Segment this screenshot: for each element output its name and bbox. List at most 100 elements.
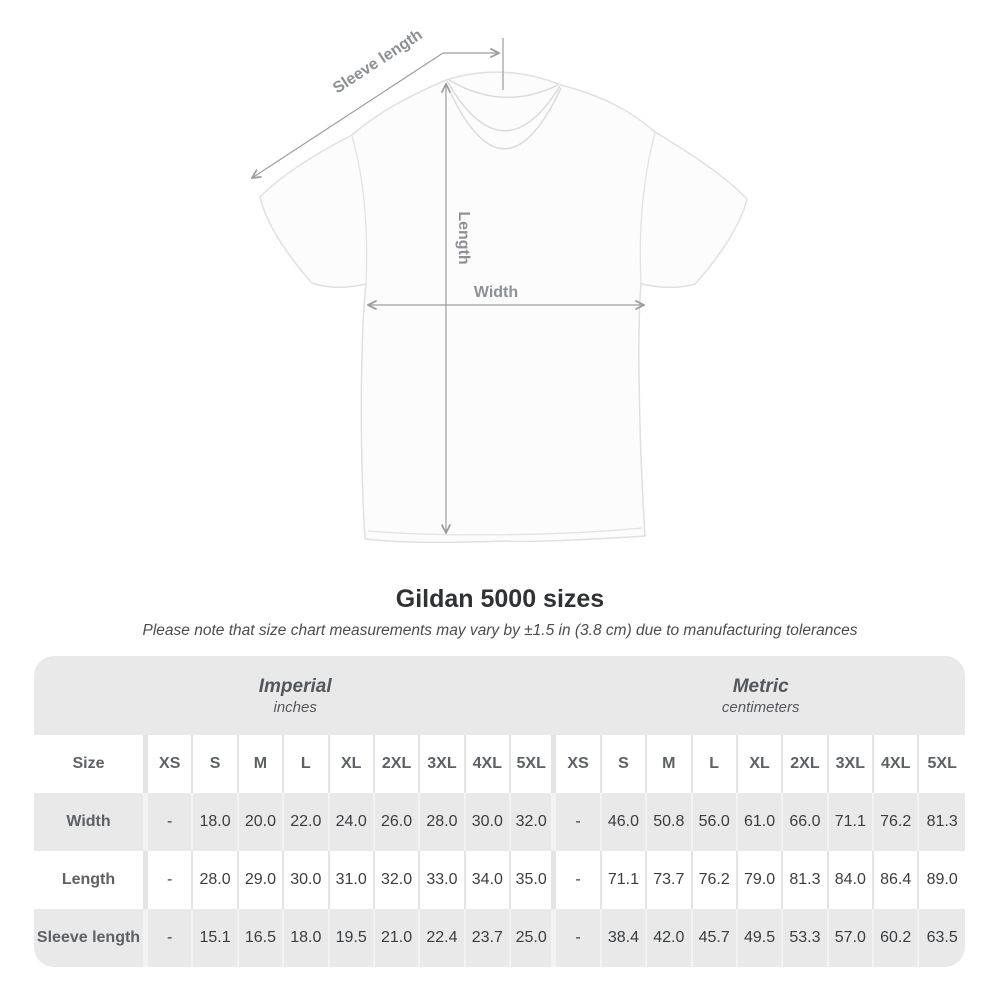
imperial-label: Imperial: [258, 675, 332, 697]
cell-metric-3xl: 71.1: [828, 793, 874, 851]
cell-metric-xs: -: [556, 909, 602, 967]
cell-imperial-xl: 19.5: [329, 909, 375, 967]
cell-imperial-l: 18.0: [284, 909, 330, 967]
imperial-group-header: Imperial inches: [34, 656, 557, 735]
size-col-metric-2xl: 2XL: [783, 735, 829, 793]
cell-metric-m: 42.0: [647, 909, 693, 967]
size-col-imperial-m: M: [238, 735, 285, 793]
row-label: Length: [34, 851, 148, 909]
size-col-imperial-xs: XS: [148, 735, 194, 793]
cell-metric-5xl: 89.0: [919, 851, 965, 909]
size-col-metric-xl: XL: [737, 735, 784, 793]
size-col-metric-3xl: 3XL: [828, 735, 874, 793]
cell-metric-2xl: 53.3: [783, 909, 829, 967]
cell-imperial-s: 18.0: [193, 793, 239, 851]
tolerance-note: Please note that size chart measurements…: [142, 622, 858, 639]
size-col-imperial-2xl: 2XL: [374, 735, 421, 793]
cell-metric-m: 73.7: [647, 851, 693, 909]
cell-metric-4xl: 60.2: [874, 909, 920, 967]
cell-imperial-xl: 31.0: [329, 851, 375, 909]
tshirt-measurement-diagram: Length Width Sleeve length: [0, 26, 748, 544]
table-row-sleeve-length: Sleeve length -15.1 16.5 18.0 19.5 21.0 22.4 23…: [34, 909, 965, 967]
collar-opening: [446, 80, 561, 132]
unit-group-header-row: Imperial inches Metric centimeters: [34, 656, 965, 735]
size-header-cell: Size: [34, 735, 148, 793]
cell-imperial-5xl: 35.0: [511, 851, 557, 909]
cell-metric-2xl: 81.3: [783, 851, 829, 909]
cell-metric-4xl: 76.2: [874, 793, 920, 851]
size-col-imperial-5xl: 5XL: [511, 735, 557, 793]
length-label: Length: [455, 211, 472, 264]
cell-metric-xs: -: [556, 793, 602, 851]
size-col-metric-xs: XS: [556, 735, 602, 793]
metric-label: Metric: [732, 675, 789, 697]
size-col-metric-m: M: [647, 735, 693, 793]
size-col-metric-5xl: 5XL: [919, 735, 965, 793]
cell-metric-xs: -: [556, 851, 602, 909]
cell-metric-xl: 61.0: [737, 793, 784, 851]
cell-imperial-3xl: 28.0: [420, 793, 466, 851]
tshirt-illustration: [259, 71, 748, 544]
cell-imperial-4xl: 30.0: [465, 793, 511, 851]
cell-imperial-xl: 24.0: [329, 793, 375, 851]
cell-imperial-4xl: 23.7: [465, 909, 511, 967]
table-row-length: Length -28.0 29.0 30.0 31.0 32.0 33.0 34.0 35.0-…: [34, 851, 965, 909]
page-title: Gildan 5000 sizes: [395, 585, 605, 613]
cell-imperial-3xl: 33.0: [420, 851, 466, 909]
cell-metric-4xl: 86.4: [874, 851, 920, 909]
cell-metric-m: 50.8: [647, 793, 693, 851]
cell-metric-5xl: 63.5: [919, 909, 965, 967]
size-col-metric-s: S: [601, 735, 648, 793]
cell-metric-3xl: 84.0: [828, 851, 874, 909]
cell-metric-l: 76.2: [692, 851, 738, 909]
sleeve-length-label: Sleeve length: [330, 26, 426, 97]
size-col-metric-4xl: 4XL: [874, 735, 920, 793]
cell-imperial-4xl: 34.0: [465, 851, 511, 909]
cell-metric-s: 46.0: [601, 793, 648, 851]
cell-metric-3xl: 57.0: [828, 909, 874, 967]
cell-imperial-m: 29.0: [238, 851, 285, 909]
hem-stitch: [367, 527, 643, 536]
cell-imperial-l: 22.0: [284, 793, 330, 851]
size-chart-table: Imperial inches Metric centimeters Size …: [34, 656, 965, 967]
cell-metric-s: 38.4: [601, 909, 648, 967]
size-col-imperial-4xl: 4XL: [465, 735, 511, 793]
size-col-imperial-l: L: [284, 735, 330, 793]
cell-metric-2xl: 66.0: [783, 793, 829, 851]
right-sleeve-seam: [639, 132, 656, 284]
cell-imperial-5xl: 25.0: [511, 909, 557, 967]
size-col-imperial-xl: XL: [329, 735, 375, 793]
size-chart: Imperial inches Metric centimeters Size …: [34, 656, 965, 967]
collar-seam: [445, 82, 562, 150]
cell-metric-s: 71.1: [601, 851, 648, 909]
cell-imperial-2xl: 32.0: [374, 851, 421, 909]
metric-group-header: Metric centimeters: [556, 656, 965, 735]
size-col-metric-l: L: [692, 735, 738, 793]
cell-metric-xl: 49.5: [737, 909, 784, 967]
cell-imperial-xs: -: [148, 909, 194, 967]
cell-metric-5xl: 81.3: [919, 793, 965, 851]
width-label: Width: [474, 284, 518, 301]
left-sleeve-seam: [351, 135, 368, 284]
cell-imperial-xs: -: [148, 793, 194, 851]
cell-imperial-l: 30.0: [284, 851, 330, 909]
cell-metric-l: 45.7: [692, 909, 738, 967]
imperial-units: inches: [273, 699, 317, 717]
row-label: Sleeve length: [34, 909, 148, 967]
cell-imperial-xs: -: [148, 851, 194, 909]
cell-imperial-2xl: 26.0: [374, 793, 421, 851]
cell-imperial-5xl: 32.0: [511, 793, 557, 851]
table-row-width: Width -18.0 20.0 22.0 24.0 26.0 28.0 30.0 32.0-4…: [34, 793, 965, 851]
cell-imperial-m: 20.0: [238, 793, 285, 851]
width-measurement: Width: [368, 284, 644, 305]
size-header-row: Size XS S M L XL 2XL 3XL 4XL 5XL XS S M L XL 2XL 3XL 4XL…: [34, 735, 965, 793]
cell-imperial-3xl: 22.4: [420, 909, 466, 967]
collar-back-edge: [448, 79, 559, 99]
cell-metric-xl: 79.0: [737, 851, 784, 909]
row-label: Width: [34, 793, 148, 851]
metric-units: centimeters: [721, 699, 800, 717]
size-col-imperial-3xl: 3XL: [420, 735, 466, 793]
cell-imperial-2xl: 21.0: [374, 909, 421, 967]
cell-metric-l: 56.0: [692, 793, 738, 851]
